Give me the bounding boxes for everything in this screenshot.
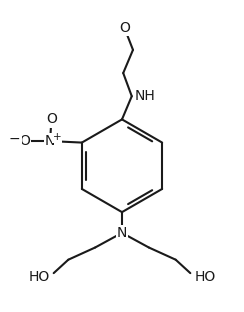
Text: HO: HO bbox=[194, 270, 216, 284]
Text: +: + bbox=[53, 132, 61, 142]
Text: O: O bbox=[46, 112, 57, 126]
Text: N: N bbox=[45, 134, 55, 149]
Text: N: N bbox=[117, 226, 127, 240]
Text: HO: HO bbox=[28, 270, 50, 284]
Text: −: − bbox=[9, 132, 20, 146]
Text: NH: NH bbox=[135, 89, 156, 103]
Text: O: O bbox=[19, 134, 30, 149]
Text: O: O bbox=[119, 21, 130, 35]
